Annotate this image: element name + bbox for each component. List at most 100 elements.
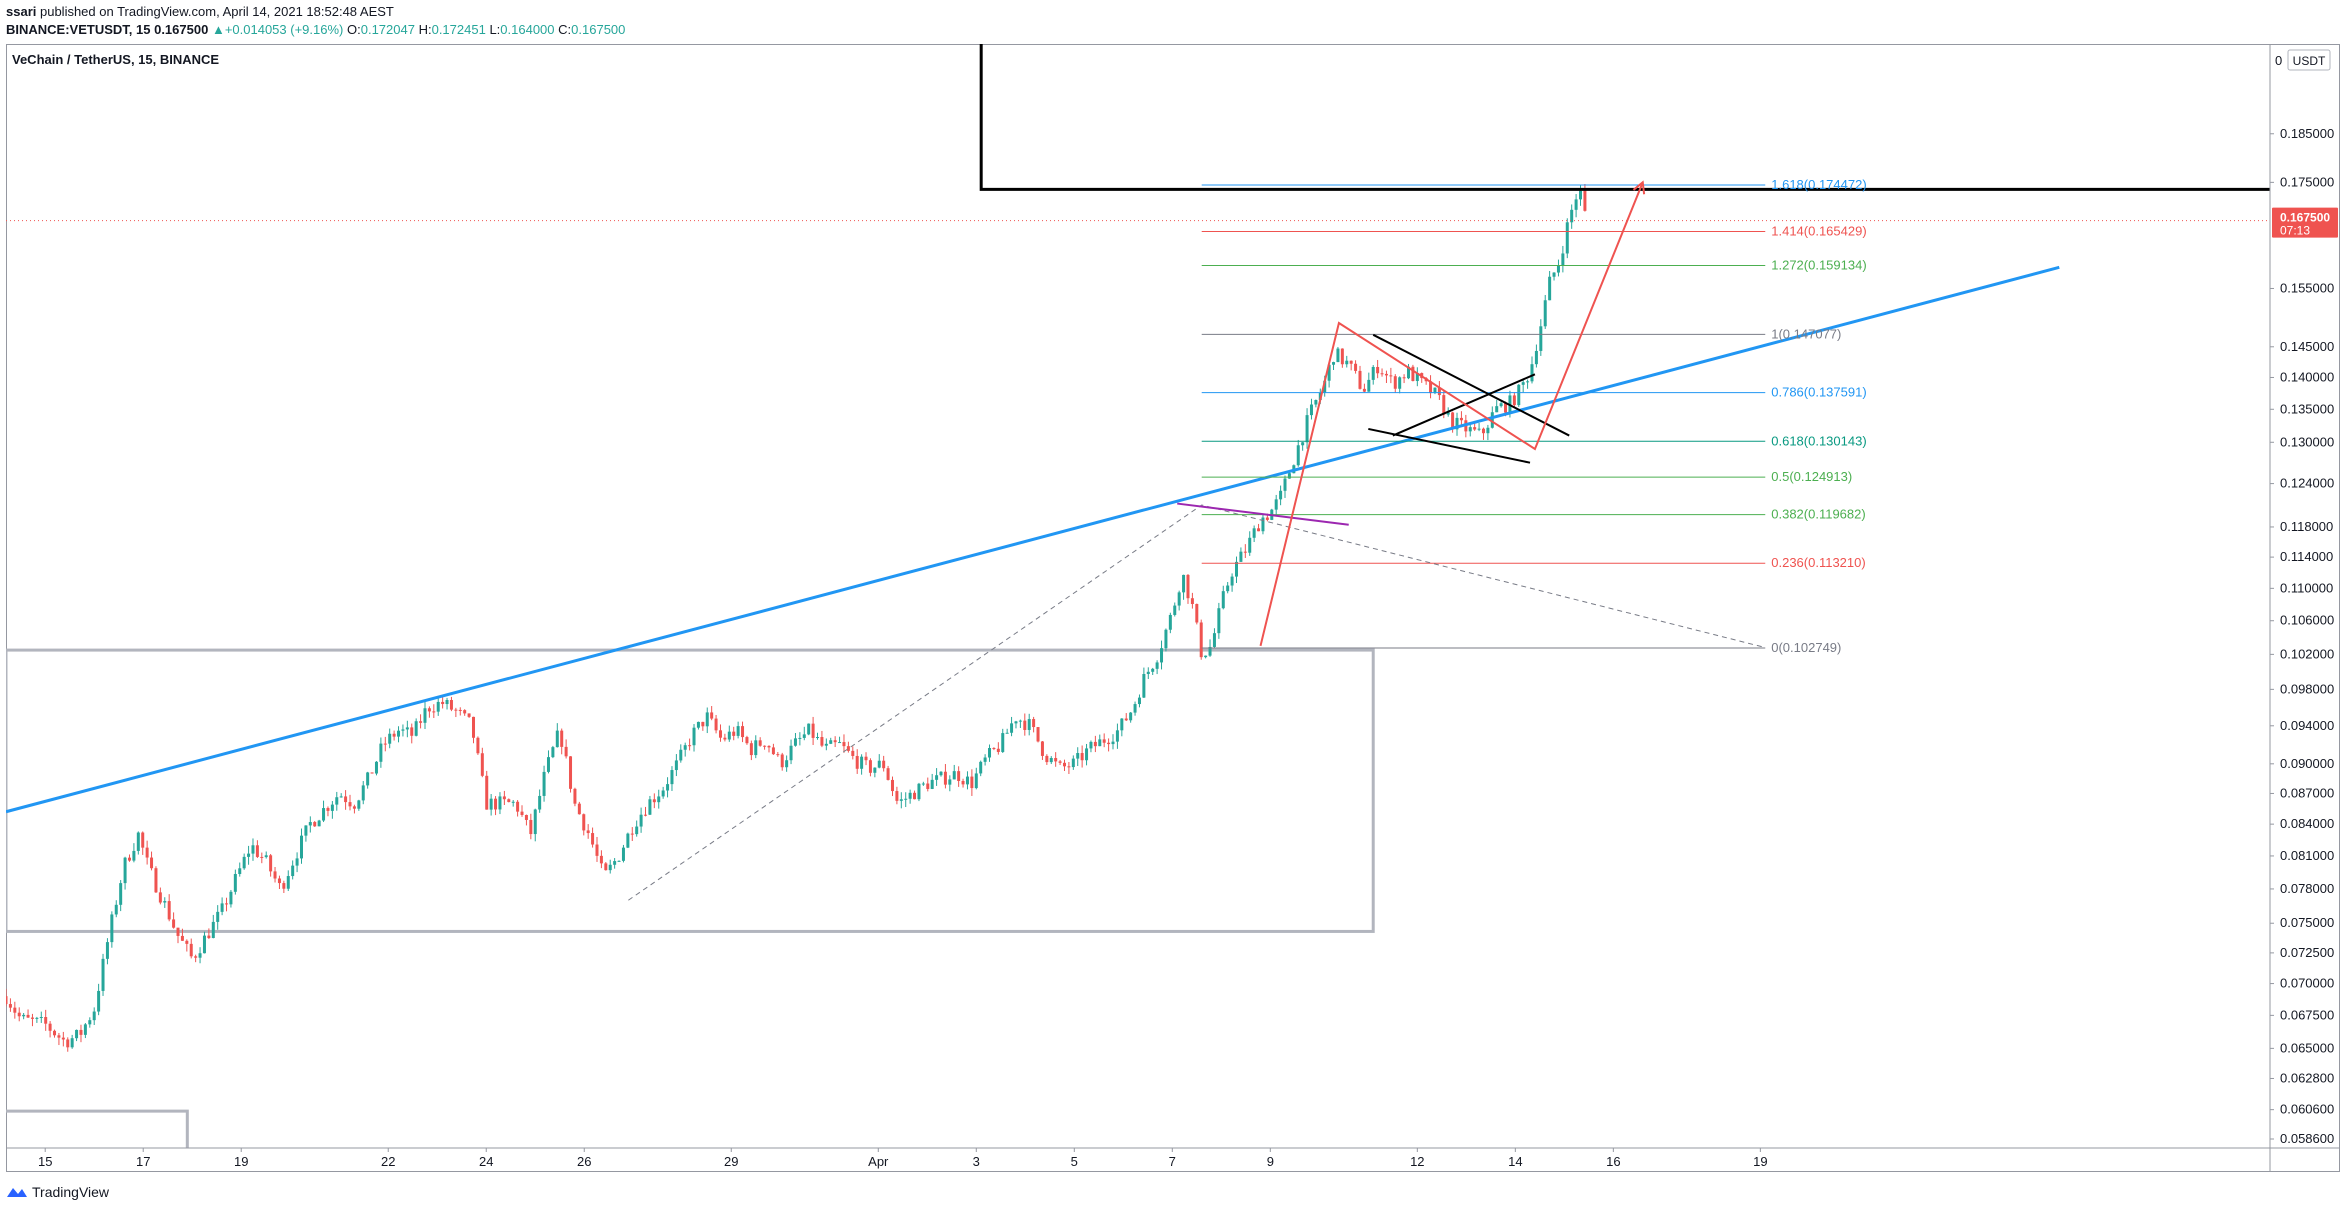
y-tick-label: 0.070000 <box>2280 976 2334 991</box>
low-label: L: <box>489 22 501 37</box>
candle-body <box>1279 490 1283 500</box>
candle-body <box>1429 381 1433 394</box>
candle-body <box>1481 428 1485 434</box>
y-tick-label: 0.090000 <box>2280 756 2334 771</box>
resistance-line[interactable] <box>979 44 2270 191</box>
candle-body <box>1080 753 1084 761</box>
candle-body <box>1301 442 1305 446</box>
x-tick-label: 19 <box>234 1154 248 1169</box>
candle-body <box>877 760 881 768</box>
candle-body <box>1477 428 1481 430</box>
candle-body <box>1032 719 1036 728</box>
candle-body <box>621 847 625 861</box>
candle-body <box>83 1024 87 1035</box>
candle-body <box>1376 366 1380 374</box>
candle-body <box>648 799 652 815</box>
fib-trend-dashed[interactable] <box>628 504 1766 901</box>
candle-body <box>829 740 833 744</box>
candle-body <box>401 729 405 731</box>
candle-body <box>66 1039 70 1048</box>
candle-body <box>582 814 586 831</box>
y-tick-label: 0.062800 <box>2280 1070 2334 1085</box>
candle-body <box>1076 753 1080 759</box>
flag-diagonal-line[interactable] <box>1392 373 1536 437</box>
candle-body <box>789 745 793 761</box>
candle-body <box>410 727 414 736</box>
x-tick-label: 9 <box>1267 1154 1274 1169</box>
candle-body <box>1062 762 1066 767</box>
footer-brand[interactable]: TradingView <box>32 1184 110 1200</box>
candle-body <box>538 795 542 810</box>
candle-body <box>904 798 908 800</box>
candle-body <box>339 796 343 798</box>
x-tick-label: 17 <box>136 1154 150 1169</box>
candle-body <box>348 802 352 807</box>
candle-body <box>1561 253 1565 266</box>
candle-body <box>1036 727 1040 742</box>
candle-body <box>1040 741 1044 756</box>
candle-body <box>1583 190 1587 211</box>
blue-trendline[interactable] <box>6 265 2060 814</box>
candle-body <box>1160 648 1164 663</box>
candle-body <box>507 799 511 803</box>
candle-body <box>1473 427 1477 430</box>
candle-body <box>723 737 727 740</box>
candle-body <box>666 784 670 791</box>
candle-body <box>273 871 277 879</box>
y-tick-label: 0.114000 <box>2280 549 2333 564</box>
red-projection-path[interactable] <box>1259 181 1644 647</box>
candle-body <box>939 771 943 776</box>
candle-body <box>785 760 789 768</box>
support-box[interactable] <box>6 648 1375 933</box>
last-price-badge-bg <box>2272 207 2338 238</box>
y-tick-label: 0.058600 <box>2280 1131 2334 1146</box>
candle-body <box>899 799 903 801</box>
candle-body <box>1384 373 1388 376</box>
lower-support-box[interactable] <box>6 1109 189 1148</box>
candle-body <box>247 853 251 857</box>
fib-level-label: 1.272(0.159134) <box>1771 257 1866 272</box>
flag-lower-line[interactable] <box>1368 427 1531 464</box>
candle-body <box>1111 741 1115 745</box>
candle-body <box>546 757 550 772</box>
chart-frame <box>6 44 2340 1172</box>
x-tick-label: 5 <box>1071 1154 1078 1169</box>
fib-level-label: 0.236(0.113210) <box>1771 555 1865 570</box>
candle-body <box>776 754 780 756</box>
candle-body <box>921 783 925 785</box>
price-chart[interactable]: 0.185000 0.175000 0.155000 0.145000 0.140000… <box>6 44 2340 1172</box>
high-label: H: <box>418 22 432 37</box>
candle-body <box>1283 478 1287 491</box>
candle-body <box>661 790 665 797</box>
candle-body <box>657 796 661 803</box>
candle-body <box>39 1017 43 1019</box>
candle-body <box>269 855 273 872</box>
candle-body <box>1415 373 1419 382</box>
y-tick-label: 0.130000 <box>2280 434 2334 449</box>
purple-trendline[interactable] <box>1177 502 1349 526</box>
candle-body <box>427 708 431 712</box>
footer: TradingView <box>6 1184 109 1200</box>
currency-badge[interactable] <box>2287 49 2331 71</box>
candle-body <box>432 711 436 713</box>
y-tick-label: 0.155000 <box>2280 280 2334 295</box>
candle-body <box>864 756 868 761</box>
candle-body <box>802 734 806 738</box>
candle-body <box>445 700 449 705</box>
bar-countdown: 07:13 <box>2280 224 2310 238</box>
candle-body <box>119 883 123 905</box>
candle-body <box>569 756 573 789</box>
candle-body <box>846 746 850 751</box>
candle-body <box>1305 415 1309 443</box>
candle-body <box>61 1037 65 1040</box>
flag-upper-line[interactable] <box>1372 333 1570 437</box>
candle-body <box>220 903 224 912</box>
candle-body <box>110 914 114 943</box>
candle-body <box>361 785 365 801</box>
candle-body <box>670 770 674 785</box>
candle-body <box>1332 362 1336 365</box>
y-tick-label: 0.084000 <box>2280 816 2334 831</box>
candle-body <box>317 820 321 827</box>
close-label: C: <box>558 22 572 37</box>
